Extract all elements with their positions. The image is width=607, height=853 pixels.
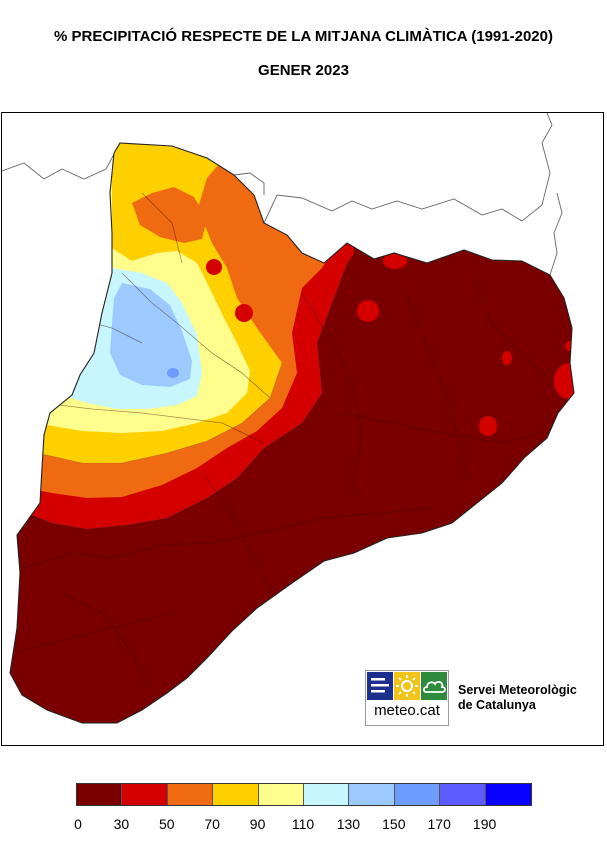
legend-tick-label: 0: [74, 816, 82, 832]
legend-swatch: [167, 784, 214, 805]
map-title: % PRECIPITACIÓ RESPECTE DE LA MITJANA CL…: [54, 28, 553, 45]
legend-tick-label: 150: [382, 816, 406, 832]
catalonia-map-svg: [2, 113, 575, 724]
legend-tick-label: 30: [113, 816, 130, 832]
color-legend: [76, 783, 532, 806]
legend-tick-label: 130: [336, 816, 361, 832]
agency-name-line1: Servei Meteorològic: [458, 683, 577, 697]
legend-swatch: [349, 784, 395, 805]
legend-tick-labels: 0 30 50 70 90 110 130 150 170 190: [0, 816, 607, 834]
legend-swatch: [440, 784, 486, 805]
neighbour-borders: [2, 113, 563, 276]
agency-name-line2: de Catalunya: [458, 698, 536, 712]
logo-text: meteo.cat: [374, 702, 440, 719]
logo-lines-icon: [367, 672, 393, 700]
legend-tick-label: 190: [472, 816, 497, 832]
legend-tick-label: 50: [159, 816, 175, 832]
legend-swatch: [303, 784, 350, 805]
legend-tick-label: 70: [204, 816, 220, 832]
legend-swatch: [77, 784, 123, 805]
legend-tick-label: 110: [291, 816, 315, 832]
logo-sun-icon: [394, 672, 420, 700]
legend-tick-label: 90: [249, 816, 266, 832]
legend-swatch: [394, 784, 441, 805]
legend-swatch: [258, 784, 304, 805]
legend-swatch: [213, 784, 259, 805]
legend-swatch: [122, 784, 168, 805]
map-subtitle: GENER 2023: [258, 62, 349, 79]
catalonia-outline: [9, 142, 575, 724]
logo-cloud-icon: [421, 672, 447, 700]
legend-swatch: [485, 784, 531, 805]
precipitation-fill: [10, 143, 574, 723]
precipitation-map: [1, 112, 604, 746]
meteocat-logo: meteo.cat: [365, 670, 449, 726]
agency-name: Servei Meteorològic de Catalunya: [458, 683, 577, 713]
legend-tick-label: 170: [427, 816, 451, 832]
